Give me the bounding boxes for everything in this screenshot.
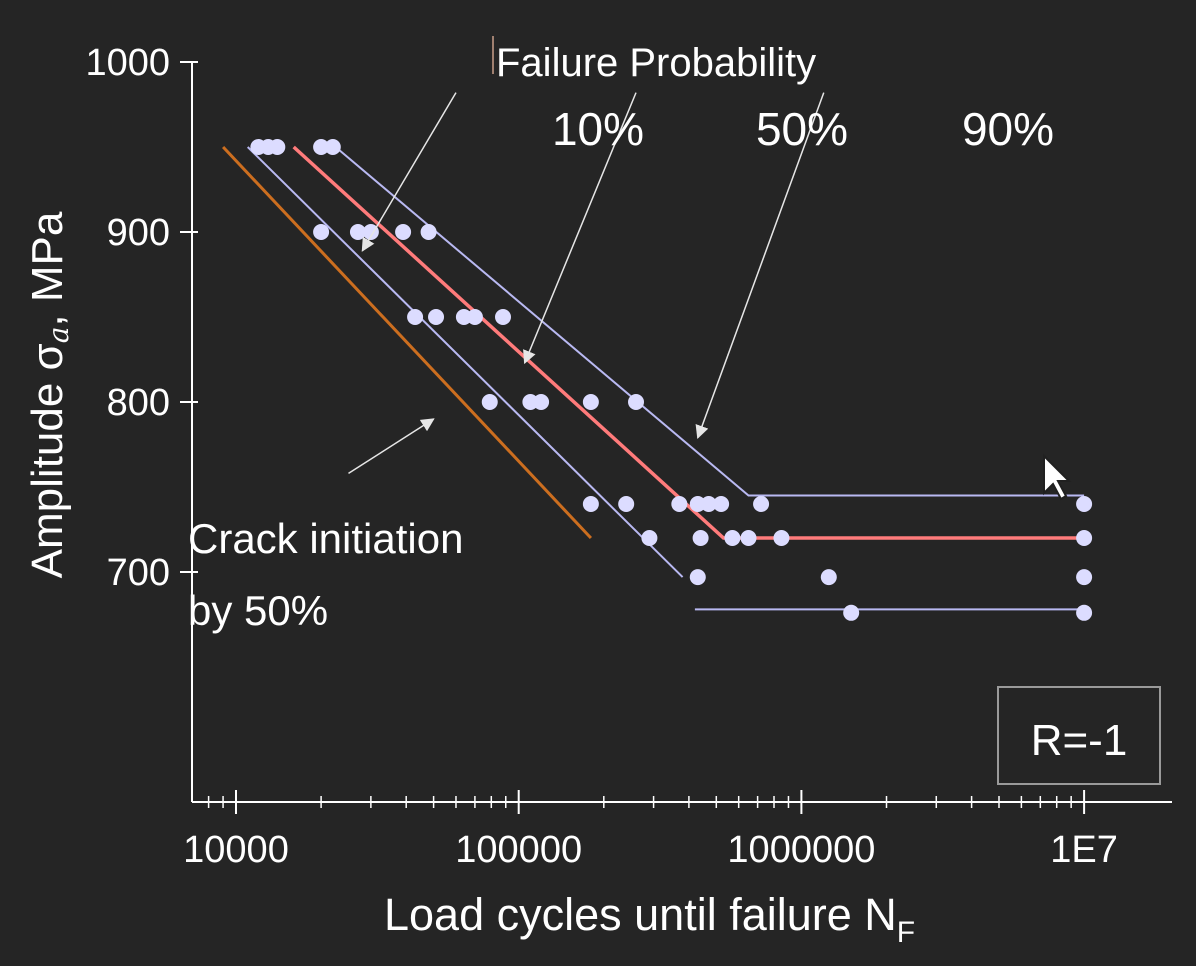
x-tick-label: 1000000 bbox=[727, 829, 875, 871]
data-point bbox=[724, 530, 741, 546]
arrow-crack-initiation bbox=[348, 418, 435, 475]
axes: 10000 100000 1000000 1E7 1000 900 800 700 bbox=[85, 42, 1172, 871]
arrow-90-percent bbox=[695, 92, 825, 439]
data-point bbox=[313, 224, 330, 240]
arrow-50-percent bbox=[523, 92, 637, 365]
data-point bbox=[269, 139, 286, 155]
arrow-10-percent bbox=[361, 92, 457, 252]
data-point bbox=[641, 530, 658, 546]
x-minor-ticks bbox=[207, 796, 1072, 808]
x-tick-label: 1E7 bbox=[1050, 829, 1118, 871]
y-tick-label: 700 bbox=[107, 552, 170, 594]
data-point bbox=[773, 530, 790, 546]
data-point bbox=[1076, 530, 1093, 546]
label-50-percent: 50% bbox=[756, 103, 848, 155]
data-point bbox=[618, 496, 635, 512]
data-point bbox=[455, 309, 472, 325]
data-point bbox=[843, 604, 860, 621]
data-point bbox=[349, 224, 366, 240]
x-tick-label: 10000 bbox=[183, 829, 289, 871]
data-point bbox=[362, 224, 379, 240]
series-line-2 bbox=[292, 145, 1085, 540]
data-point bbox=[395, 224, 412, 240]
failure-probability-title: Failure Probability bbox=[496, 41, 816, 85]
x-axis-title: Load cycles until failure NF bbox=[384, 889, 915, 949]
data-point bbox=[740, 530, 757, 546]
data-point bbox=[582, 496, 599, 512]
data-point bbox=[428, 309, 445, 325]
x-tick-label: 100000 bbox=[455, 829, 582, 871]
data-points bbox=[250, 139, 1093, 621]
data-point bbox=[420, 224, 437, 240]
y-tick-label: 900 bbox=[107, 212, 170, 254]
data-point bbox=[407, 309, 424, 325]
data-point bbox=[713, 496, 730, 512]
r-ratio-box bbox=[997, 686, 1161, 785]
data-point bbox=[495, 309, 512, 325]
data-point bbox=[700, 496, 717, 512]
data-point bbox=[689, 569, 706, 586]
data-point bbox=[628, 394, 645, 410]
x-major-ticks: 10000 100000 1000000 1E7 bbox=[183, 790, 1118, 871]
data-point bbox=[692, 530, 709, 546]
data-point bbox=[1076, 496, 1093, 512]
series-lines bbox=[222, 145, 1085, 611]
data-point bbox=[1076, 604, 1093, 621]
r-ratio-label: R=-1 bbox=[1031, 716, 1128, 765]
label-90-percent: 90% bbox=[962, 103, 1054, 155]
data-point bbox=[533, 394, 550, 410]
data-point bbox=[324, 139, 341, 155]
series-line-0 bbox=[246, 146, 684, 578]
data-point bbox=[313, 139, 330, 155]
data-point bbox=[1076, 569, 1093, 586]
y-tick-label: 1000 bbox=[85, 42, 170, 84]
mouse-cursor-icon bbox=[1043, 453, 1072, 501]
y-tick-label: 800 bbox=[107, 382, 170, 424]
data-point bbox=[466, 309, 483, 325]
data-point bbox=[481, 394, 498, 410]
data-point bbox=[582, 394, 599, 410]
series-line-4 bbox=[222, 145, 592, 540]
data-point bbox=[753, 496, 770, 512]
crack-initiation-label-line2: by 50% bbox=[188, 587, 328, 634]
annotations bbox=[348, 92, 825, 475]
data-point bbox=[671, 496, 688, 512]
series-line-3 bbox=[334, 146, 1085, 497]
data-point bbox=[820, 569, 837, 586]
label-10-percent: 10% bbox=[552, 103, 644, 155]
y-major-ticks: 1000 900 800 700 bbox=[85, 42, 198, 594]
crack-initiation-label-line1: Crack initiation bbox=[188, 515, 463, 562]
y-axis-title: Amplitude σa, MPa bbox=[23, 211, 75, 578]
